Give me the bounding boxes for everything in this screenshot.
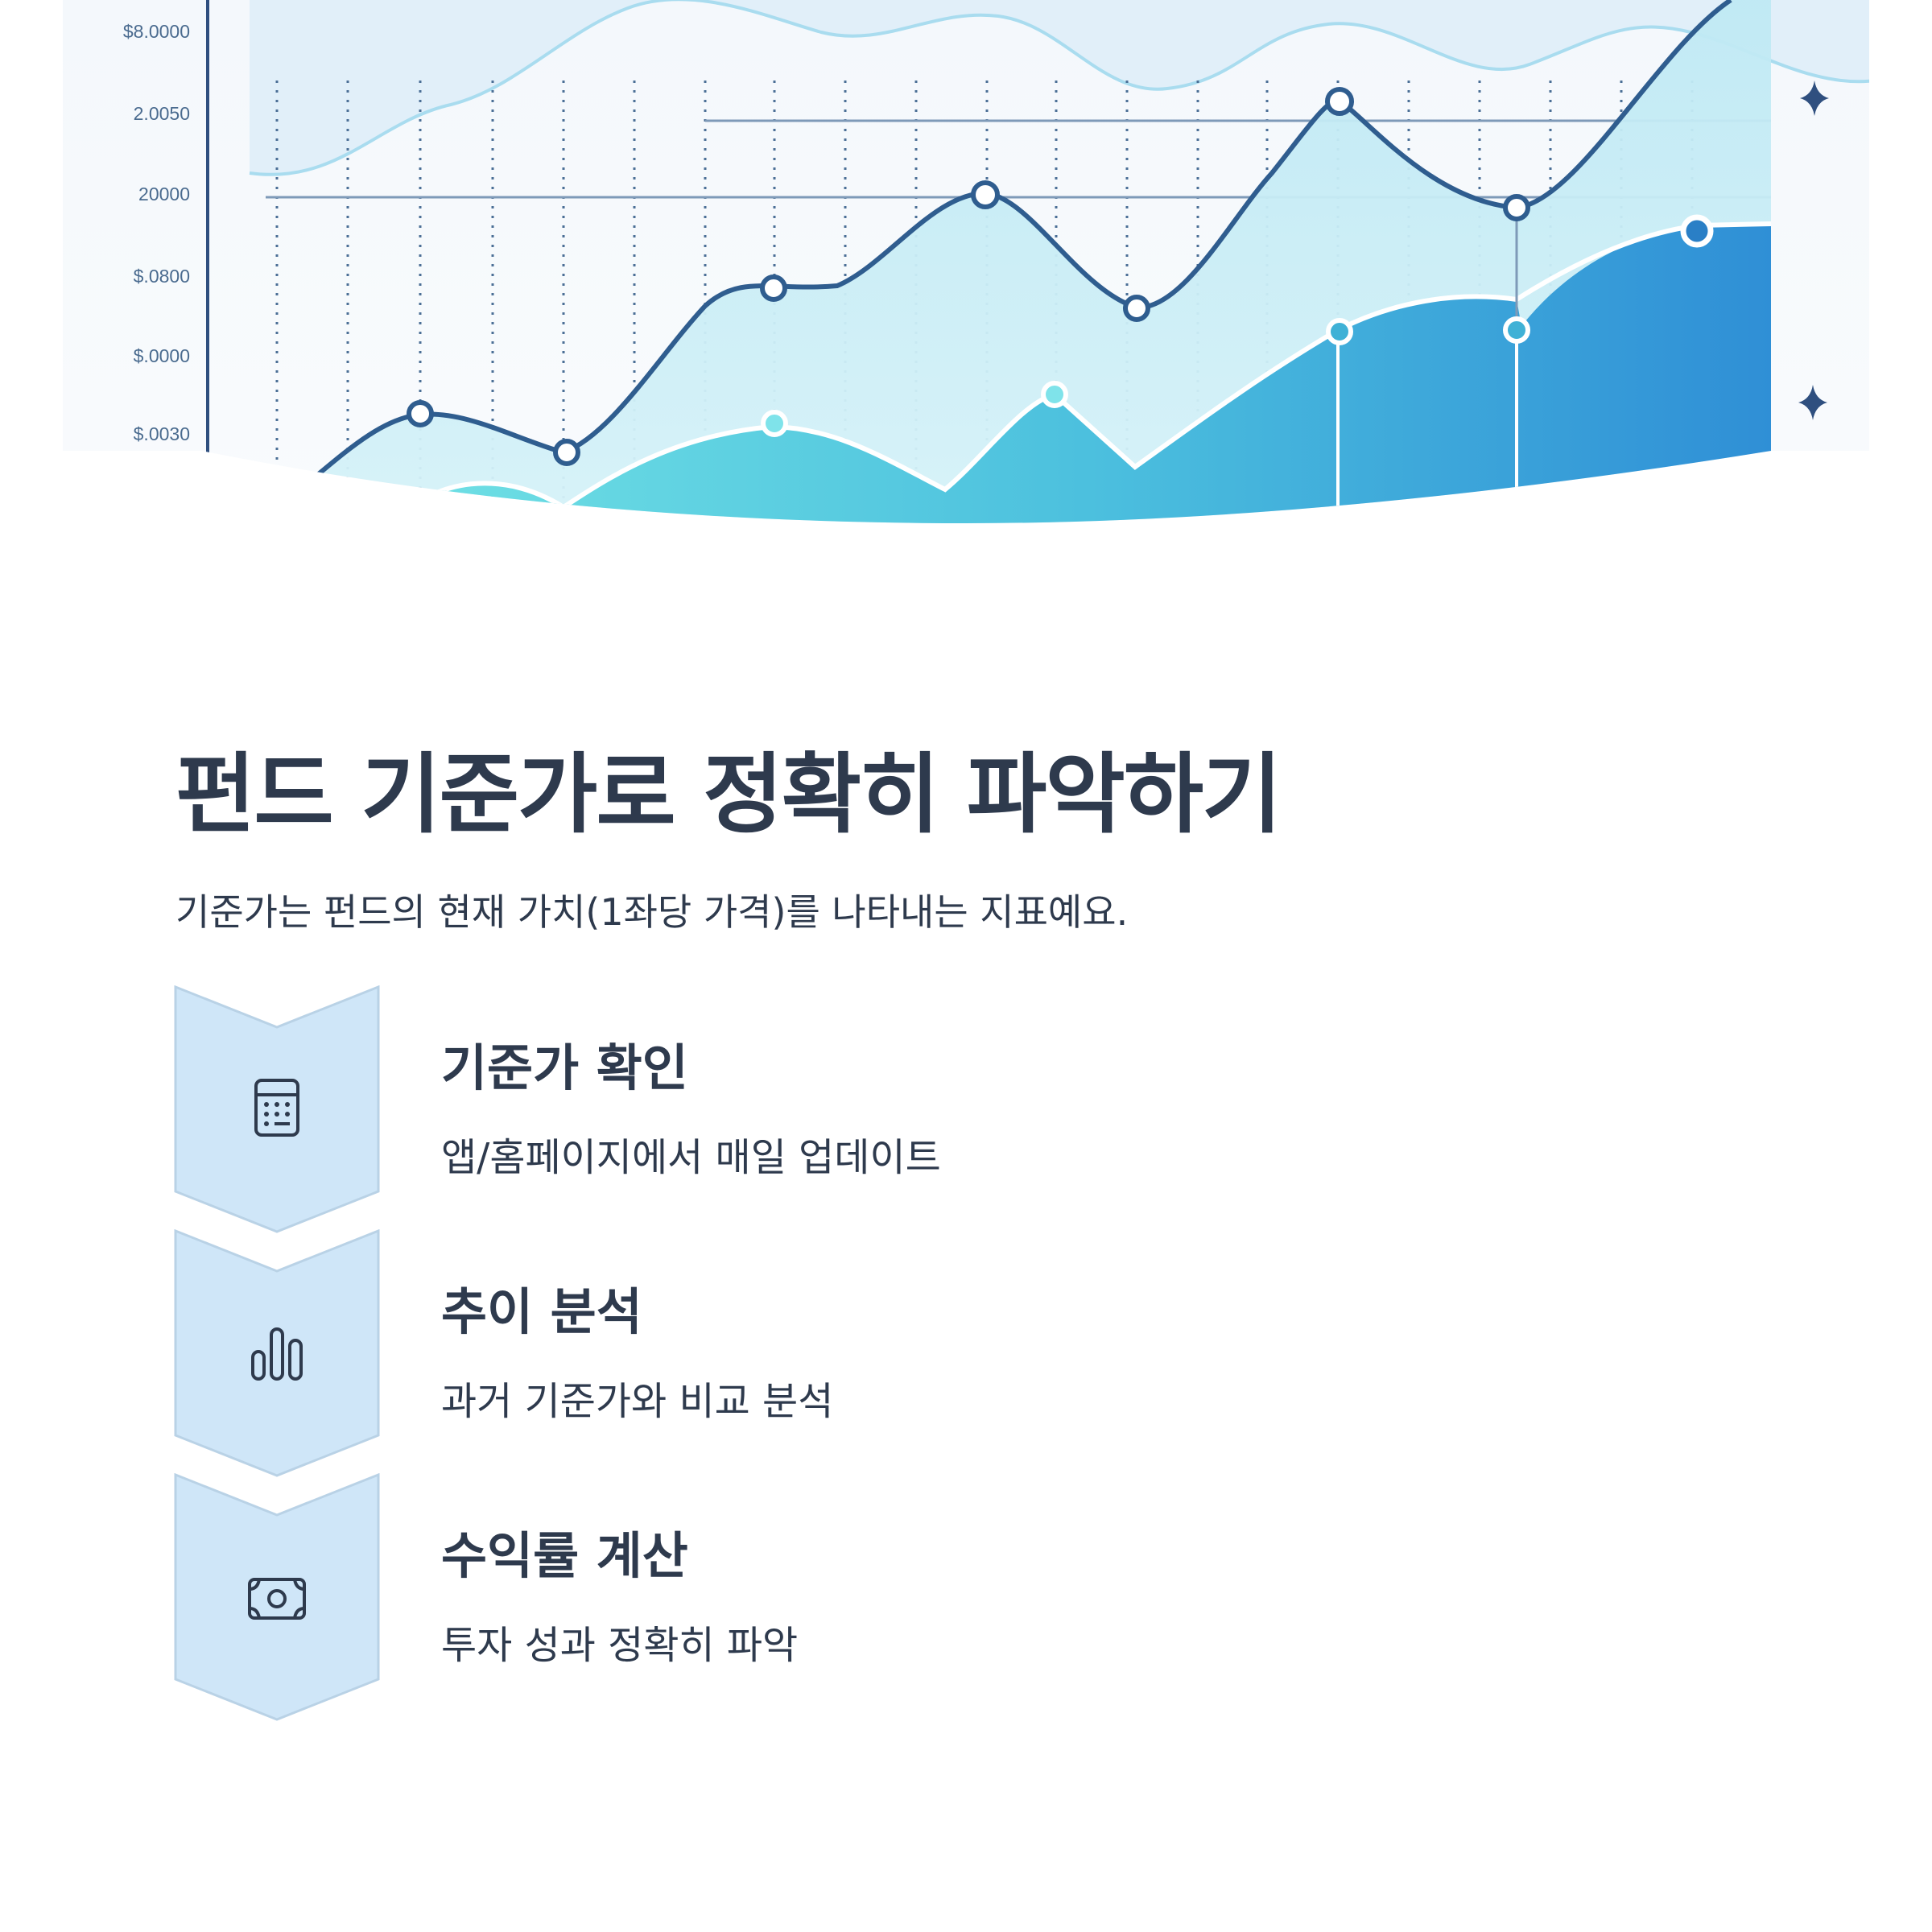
step-title: 추이 분석 (441, 1282, 642, 1341)
y-axis-labels: $8.0000 2.0050 20000 $.0800 $.0000 $.003… (123, 21, 190, 444)
step-chevron (174, 985, 383, 1235)
y-axis-label: $8.0000 (123, 21, 190, 42)
y-axis-label: 20000 (138, 184, 190, 204)
main-line (296, 0, 1732, 493)
y-axis-label: $.0000 (134, 345, 190, 366)
step-chevron (174, 1229, 383, 1479)
bar-chart-icon (246, 1323, 308, 1384)
sparkle-icon (1800, 80, 1829, 116)
area-markers (761, 214, 1714, 437)
money-icon (246, 1568, 308, 1629)
hero-chart-illustration: $8.0000 2.0050 20000 $.0800 $.0000 $.003… (0, 0, 1932, 531)
page-title: 펀드 기준가로 정확히 파악하기 (175, 745, 1282, 845)
step-item-trend-analysis: 추이 분석 과거 기준가와 비교 분석 (0, 1229, 1932, 1477)
background-wave-line (249, 0, 1869, 176)
calculator-icon (246, 1077, 308, 1138)
step-item-return-calc: 수익률 계산 투자 성과 정확히 파악 (0, 1473, 1932, 1721)
main-line-markers (407, 87, 1530, 466)
y-axis-label: $.0030 (134, 423, 190, 444)
y-axis-label: 2.0050 (134, 103, 190, 124)
step-description: 투자 성과 정확히 파악 (441, 1623, 799, 1668)
step-description: 과거 기준가와 비교 분석 (441, 1379, 834, 1424)
step-description: 앱/홈페이지에서 매일 업데이트 (441, 1135, 941, 1180)
step-title: 수익률 계산 (441, 1526, 688, 1585)
sparkle-icon (1798, 385, 1827, 420)
page-subtitle: 기준가는 펀드의 현재 가치(1좌당 가격)를 나타내는 지표예요. (175, 890, 1129, 934)
step-chevron (174, 1473, 383, 1723)
step-item-check-price: 기준가 확인 앱/홈페이지에서 매일 업데이트 (0, 985, 1932, 1233)
background-wave (250, 0, 1869, 175)
y-axis-label: $.0800 (134, 266, 190, 287)
step-title: 기준가 확인 (441, 1038, 688, 1097)
area-dark-outline (400, 221, 1772, 518)
